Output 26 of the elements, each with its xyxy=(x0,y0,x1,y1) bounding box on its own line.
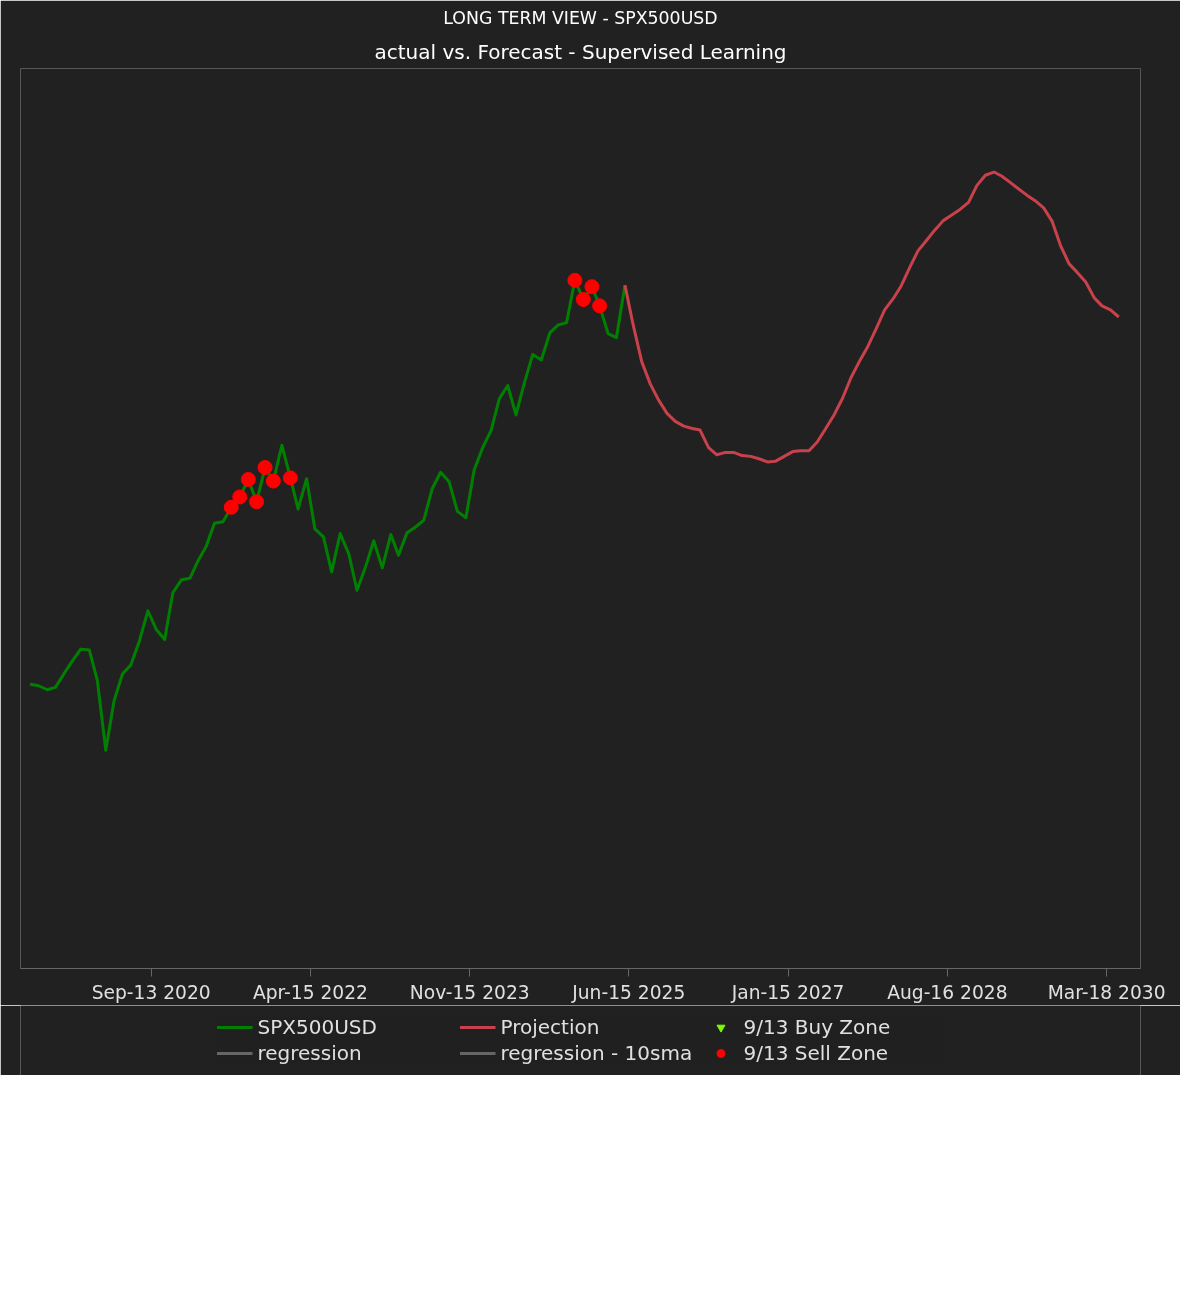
legend-label: 9/13 Sell Zone xyxy=(743,1041,890,1065)
x-tick-label: Jan-15 2027 xyxy=(730,981,845,1003)
x-tick-label: Jun-15 2025 xyxy=(571,981,686,1003)
x-tick-label: Apr-15 2022 xyxy=(252,981,368,1003)
x-tick-label: Aug-16 2028 xyxy=(887,981,1008,1003)
point xyxy=(282,470,298,486)
point xyxy=(567,272,583,288)
legend-label: Projection xyxy=(500,1015,601,1039)
legend-label: regression xyxy=(257,1041,363,1065)
point xyxy=(592,298,608,314)
legend-label: 9/13 Buy Zone xyxy=(743,1015,892,1039)
legend-label: SPX500USD xyxy=(257,1015,378,1039)
point xyxy=(240,471,256,487)
point xyxy=(575,291,591,307)
x-tick-label: Nov-15 2023 xyxy=(409,981,530,1003)
point xyxy=(249,494,265,510)
point xyxy=(232,489,248,505)
point xyxy=(265,473,281,489)
x-tick-label: Mar-18 2030 xyxy=(1047,981,1166,1003)
x-tick-label: Sep-13 2020 xyxy=(91,981,211,1003)
legend-label: regression - 10sma xyxy=(500,1041,694,1065)
point xyxy=(257,460,273,476)
point xyxy=(223,499,239,515)
chart-subtitle: actual vs. Forecast - Supervised Learning xyxy=(374,39,787,64)
chart-title: LONG TERM VIEW - SPX500USD xyxy=(443,7,718,28)
point xyxy=(584,279,600,295)
